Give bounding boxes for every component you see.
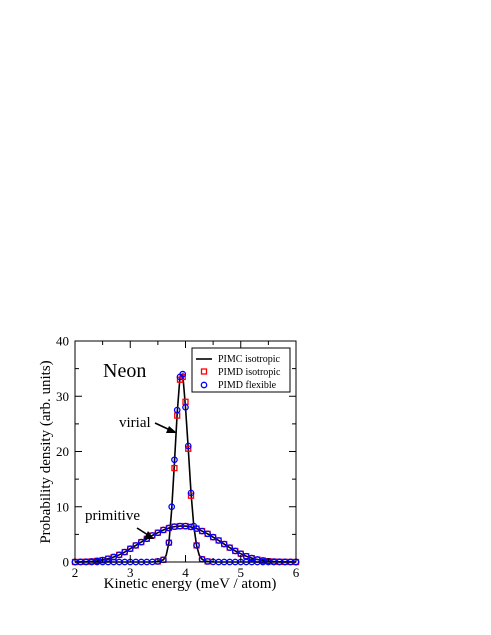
point-pimd-flexible-primitive <box>204 530 211 538</box>
plot-area <box>71 370 300 566</box>
legend-label-pimd-isotropic: PIMD isotropic <box>218 367 281 378</box>
legend-box <box>191 347 291 393</box>
legend-marker-square <box>200 368 208 375</box>
virial-arrowhead <box>166 426 177 433</box>
point-pimd-flexible-primitive <box>198 527 206 535</box>
y-tick-label: 0 <box>63 555 70 570</box>
point-pimd-flexible-virial <box>168 503 176 511</box>
series-line-pimc-isotropic-virial <box>75 372 296 563</box>
legend-label-pimc-isotropic: PIMC isotropic <box>218 354 281 365</box>
point-pimd-flexible-primitive <box>231 547 239 555</box>
x-tick-label: 2 <box>72 565 79 580</box>
axis-ticks <box>74 340 297 563</box>
legend-label-pimd-flexible: PIMD flexible <box>218 380 277 391</box>
point-pimd-flexible-primitive <box>220 540 228 548</box>
x-tick-label: 4 <box>182 565 189 580</box>
point-pimd-flexible-primitive <box>154 529 162 537</box>
point-pimd-flexible-virial <box>171 456 178 464</box>
point-pimd-isotropic-virial <box>185 445 192 452</box>
primitive-arrow-shaft <box>136 527 149 536</box>
panel-title: Neon <box>103 360 146 382</box>
point-pimd-flexible-virial <box>173 406 181 414</box>
point-pimd-flexible-primitive <box>160 526 167 534</box>
y-tick-label: 30 <box>56 389 69 404</box>
point-pimd-flexible-virial <box>187 489 195 497</box>
primitive-arrowhead <box>144 531 154 539</box>
legend-marker-circle <box>200 381 208 389</box>
x-tick-label: 3 <box>127 565 134 580</box>
y-tick-label: 20 <box>56 444 69 459</box>
y-axis-title: Probability density (arb. units) <box>38 360 54 543</box>
point-pimd-flexible-virial <box>190 522 198 530</box>
primitive-annotation: primitive <box>85 508 140 524</box>
point-pimd-flexible-primitive <box>121 548 129 556</box>
virial-annotation: virial <box>119 415 151 431</box>
y-tick-label: 40 <box>56 334 69 349</box>
point-pimd-flexible-primitive <box>226 544 234 551</box>
x-tick-label: 5 <box>238 565 245 580</box>
point-pimd-flexible-virial <box>193 542 200 549</box>
point-pimd-flexible-primitive <box>137 538 145 546</box>
virial-arrow-shaft <box>154 422 171 431</box>
x-tick-label: 6 <box>293 565 300 580</box>
point-pimd-flexible-virial <box>165 539 173 547</box>
y-tick-label: 10 <box>56 499 69 514</box>
point-pimd-flexible-virial <box>184 442 192 450</box>
point-pimd-flexible-primitive <box>126 545 134 553</box>
point-pimd-isotropic-virial <box>171 464 178 472</box>
point-pimd-flexible-virial <box>182 403 189 411</box>
point-pimd-flexible-primitive <box>115 551 123 559</box>
point-pimd-flexible-primitive <box>132 542 140 549</box>
point-pimd-isotropic-virial <box>179 373 186 381</box>
point-pimd-flexible-primitive <box>209 533 217 541</box>
x-axis-title: Kinetic energy (meV / atom) <box>104 576 277 592</box>
point-pimd-flexible-primitive <box>215 537 222 544</box>
tick-labels: 2 3 4 5 6 0 10 20 30 40 <box>56 334 300 581</box>
point-pimd-flexible-virial <box>179 370 187 378</box>
point-pimd-isotropic-virial <box>187 492 195 499</box>
legend: PIMC isotropic PIMD isotropic PIMD flexi… <box>191 347 291 393</box>
